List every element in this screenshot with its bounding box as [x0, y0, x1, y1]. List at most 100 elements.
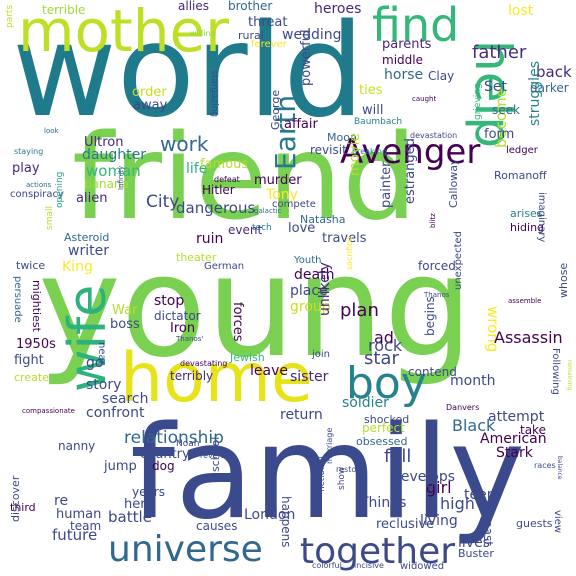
word-rock: rock [368, 336, 403, 355]
word-happens: happens [279, 496, 293, 548]
word-george: George [269, 89, 282, 130]
word-group: group [290, 299, 331, 315]
word-discover: discover [9, 475, 22, 522]
word-jump: jump [104, 459, 137, 474]
word-london: London [244, 507, 296, 523]
word-compete: compete [272, 199, 316, 210]
word-past: past [481, 520, 495, 546]
word-hiding: hiding [510, 221, 545, 234]
word-reverse: reverse [200, 451, 231, 460]
word-perfect: perfect [362, 421, 405, 435]
word-place: place [290, 283, 328, 299]
word-brother: brother [228, 0, 273, 13]
word-fall: fall [384, 446, 412, 467]
word-infinity: Infinity [117, 165, 125, 190]
word-breaking: breaking [352, 147, 388, 156]
word-calloway: Calloway [447, 158, 460, 208]
word-remaining: remaining [566, 360, 573, 391]
word-banana: banana [84, 177, 129, 191]
word-darker: darker [530, 81, 569, 95]
word-rural: rural [238, 29, 264, 42]
word-willing: willing [190, 29, 216, 38]
word-clay: Clay [428, 69, 455, 83]
word-revisit: revisit [310, 143, 347, 157]
word-german: German [204, 261, 245, 272]
word-wedding: wedding [282, 27, 342, 43]
word-middle: middle [382, 53, 423, 67]
word-thanos: Thanos [424, 291, 450, 299]
word-form: form [484, 127, 515, 142]
word-obsessed: obsessed [356, 435, 408, 448]
word-balance: balance [556, 456, 563, 480]
word-contend: contend [408, 365, 457, 379]
word-family: family [130, 399, 526, 548]
word-future: future [52, 526, 98, 544]
word-movie: movie [347, 133, 363, 176]
word-ties: ties [359, 83, 383, 98]
word-twice: twice [16, 259, 46, 272]
word-join: join [312, 349, 331, 360]
word-human: human [56, 507, 102, 522]
word-iron: Iron [170, 321, 196, 336]
word-forever: forever [251, 39, 287, 50]
word-danvers: Danvers [446, 403, 480, 412]
word-allies: allies [178, 0, 209, 13]
word-return: return [280, 407, 323, 423]
word-ad: ad [374, 328, 394, 347]
word-parts: parts [5, 4, 15, 28]
word-galactic: galactic [254, 207, 282, 215]
word-teen: teen [464, 487, 496, 503]
word-mother: mother [18, 0, 230, 65]
word-races: races [534, 461, 556, 470]
word-devastating: devastating [180, 359, 228, 368]
word-stark: Stark [496, 445, 533, 461]
word-threat: threat [248, 15, 288, 30]
word-widowed: widowed [400, 561, 445, 572]
word-mightiest: mightiest [30, 280, 43, 332]
word-arises: arises [510, 207, 543, 220]
word-devastation: devastation [410, 131, 458, 140]
word-sacrifice: sacrifice [345, 236, 354, 270]
word-friend: friend [72, 108, 418, 246]
word-girl: girl [426, 478, 452, 497]
word-assemble: assemble [508, 297, 542, 305]
word-reclusive: reclusive [376, 517, 435, 532]
word-colorful: colorful [312, 561, 342, 570]
word-causes: causes [196, 519, 238, 533]
word-terribly: terribly [170, 369, 214, 383]
word-staying: staying [14, 147, 44, 156]
word-marriage: marriage [325, 427, 334, 464]
word-death: death [294, 267, 335, 283]
word-relationship: relationship [124, 428, 224, 448]
word-restore: restore [336, 465, 365, 474]
word-avenger: Avenger [340, 132, 481, 172]
word-country: country [140, 447, 190, 462]
word-love: love [288, 221, 316, 236]
word-hitler: Hitler [202, 183, 235, 197]
word-young: young [38, 226, 473, 389]
word-buster: Buster [458, 547, 494, 560]
word-dictator: dictator [154, 309, 201, 323]
word-whose: whose [557, 262, 570, 298]
word-re: re [54, 493, 69, 509]
word-third: third [10, 501, 36, 514]
word-tony: Tony [266, 187, 298, 203]
word-small: small [45, 206, 55, 230]
word-star: star [364, 348, 399, 369]
word-asteroid: Asteroid [64, 231, 110, 244]
word-persuade: persuade [12, 276, 23, 323]
word-hero: hero [124, 497, 154, 512]
word-youth: Youth [294, 255, 322, 266]
word-show: show [337, 466, 347, 490]
word-living: living [420, 513, 458, 529]
word-famous: famous [200, 157, 249, 172]
word-assassin: Assassin [494, 328, 563, 347]
word-1950s: 1950s [16, 337, 56, 352]
word-team: team [70, 519, 102, 533]
word-view: view [552, 510, 563, 534]
word-grieving: grieving [473, 83, 483, 120]
word-horse: horse [384, 67, 424, 83]
word-fictional: fictional [317, 456, 327, 492]
word-things: Things [360, 495, 407, 511]
word-imaginary: imaginary [536, 192, 547, 243]
